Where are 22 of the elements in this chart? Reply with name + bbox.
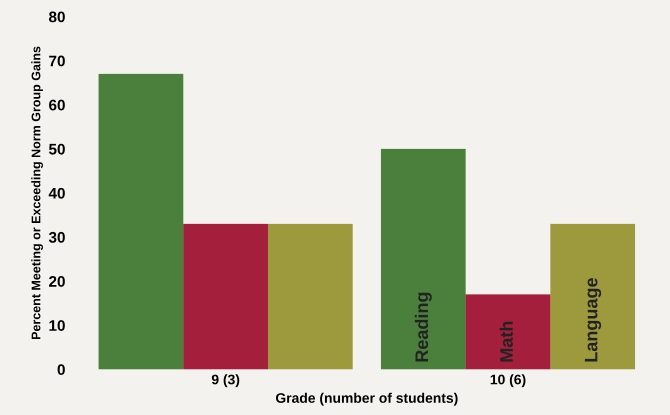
y-tick-label: 80 <box>48 11 65 22</box>
bar <box>466 294 550 370</box>
series-label: Reading <box>414 292 432 362</box>
y-tick-label: 0 <box>58 364 65 376</box>
series-label: Math <box>500 322 513 362</box>
series-label: Language <box>584 278 602 362</box>
y-tick-label: 40 <box>48 188 65 199</box>
y-tick-label: 60 <box>49 100 65 110</box>
y-tick-label: 10 <box>49 320 65 331</box>
x-axis-title: Grade (number of students) <box>276 392 458 406</box>
y-tick-label: 70 <box>49 56 65 66</box>
bar <box>183 224 268 370</box>
bar <box>98 74 184 370</box>
x-tick-label: 9 (3) <box>212 374 240 388</box>
y-axis-title: Percent Meeting or Exceeding Norm Group Gains <box>31 46 43 340</box>
y-tick-label: 50 <box>48 144 65 155</box>
bar <box>268 224 353 370</box>
x-tick-label: 10 (6) <box>490 374 526 388</box>
bar <box>550 224 636 370</box>
y-tick-label: 30 <box>48 232 65 243</box>
y-tick-label: 20 <box>49 276 65 287</box>
bar <box>380 148 466 370</box>
